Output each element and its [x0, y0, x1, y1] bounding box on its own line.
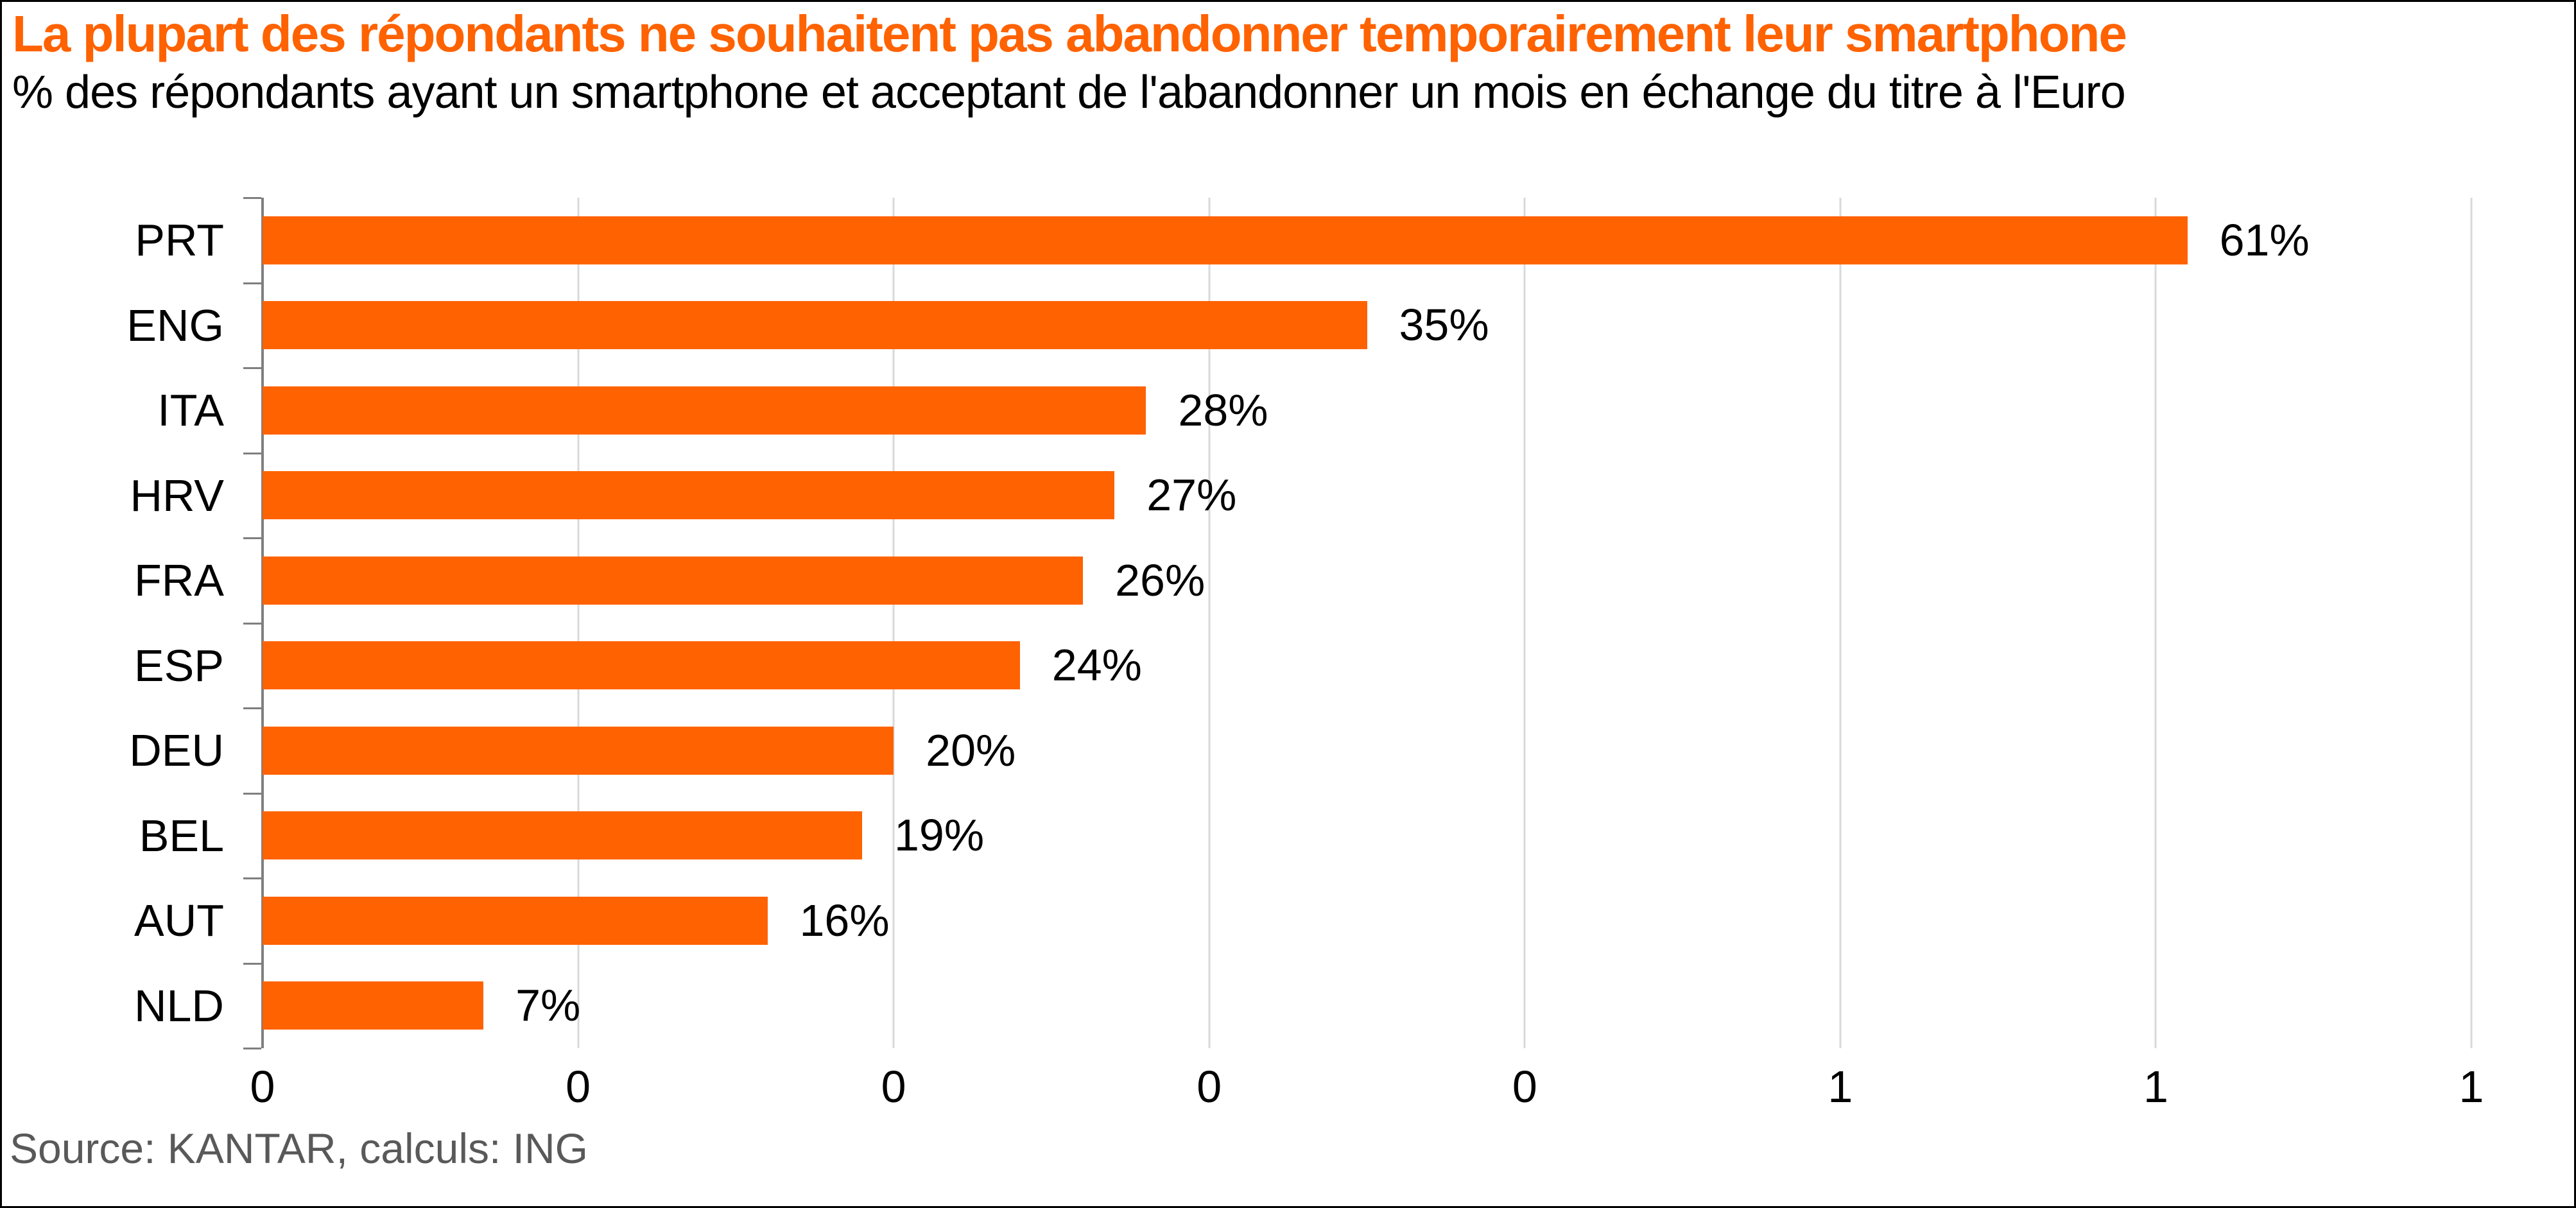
y-axis-tick: [243, 453, 261, 454]
y-axis-line: [261, 198, 264, 1048]
bar-prt: [263, 216, 2188, 264]
category-label-bel: BEL: [139, 810, 224, 861]
category-label-nld: NLD: [134, 980, 224, 1031]
category-label-ita: ITA: [157, 385, 224, 435]
bar-eng: [263, 301, 1367, 350]
x-tick-label: 1: [2459, 1062, 2484, 1112]
bar-value-label: 24%: [1051, 640, 1142, 691]
chart-title: La plupart des répondants ne souhaitent …: [12, 5, 2127, 62]
y-axis-tick: [243, 963, 261, 965]
source-note: Source: KANTAR, calculs: ING: [10, 1125, 589, 1172]
bar-value-label: 35%: [1399, 300, 1489, 350]
bar-value-label: 16%: [799, 895, 890, 945]
bar-ita: [263, 386, 1146, 435]
gridline: [1839, 198, 1842, 1048]
plot-area: 61% 35% 28% 27% 26% 24% 20% 19% 16% 7%: [243, 197, 2473, 1049]
gridline: [1208, 198, 1211, 1048]
gridline: [577, 198, 580, 1048]
gridline: [892, 198, 895, 1048]
y-axis-tick: [243, 623, 261, 625]
x-tick-label: 1: [1828, 1062, 1853, 1112]
gridline: [1523, 198, 1526, 1048]
y-axis-tick: [243, 793, 261, 795]
chart-subtitle: % des répondants ayant un smartphone et …: [12, 67, 2126, 118]
bar-deu: [263, 726, 894, 775]
y-axis-tick: [243, 282, 261, 284]
bar-value-label: 61%: [2219, 214, 2310, 265]
bar-fra: [263, 556, 1084, 605]
x-tick-label: 0: [566, 1062, 591, 1112]
category-label-eng: ENG: [126, 300, 224, 350]
x-tick-label: 0: [1512, 1062, 1537, 1112]
category-label-hrv: HRV: [130, 470, 224, 521]
bar-value-label: 19%: [894, 810, 985, 861]
x-tick-label: 0: [881, 1062, 906, 1112]
bar-nld: [263, 981, 484, 1030]
y-axis-labels: PRT ENG ITA HRV FRA ESP DEU BEL AUT NLD: [2, 198, 224, 1048]
gridline: [2470, 198, 2473, 1048]
y-axis-tick: [243, 1048, 261, 1049]
y-axis-tick: [243, 877, 261, 879]
y-axis-tick: [243, 367, 261, 369]
bar-esp: [263, 641, 1020, 690]
gridline: [2154, 198, 2157, 1048]
y-axis-tick: [243, 537, 261, 539]
bar-aut: [263, 896, 768, 945]
y-axis-tick: [243, 707, 261, 709]
category-label-esp: ESP: [134, 640, 224, 691]
x-tick-label: 0: [1197, 1062, 1222, 1112]
category-label-deu: DEU: [129, 725, 224, 775]
category-label-prt: PRT: [135, 215, 224, 265]
bar-value-label: 20%: [926, 725, 1016, 775]
x-axis-tick-labels: 0 0 0 0 0 1 1 1: [250, 1061, 2484, 1119]
bar-hrv: [263, 471, 1115, 520]
category-label-fra: FRA: [134, 555, 224, 605]
x-tick-label: 0: [250, 1062, 275, 1112]
bar-value-label: 27%: [1146, 470, 1237, 521]
x-tick-label: 1: [2143, 1062, 2168, 1112]
bar-value-label: 7%: [515, 980, 581, 1031]
bar-bel: [263, 811, 862, 860]
y-axis-tick: [243, 197, 261, 199]
bar-value-label: 26%: [1115, 555, 1206, 605]
bar-value-label: 28%: [1178, 384, 1268, 435]
category-label-aut: AUT: [134, 895, 224, 945]
